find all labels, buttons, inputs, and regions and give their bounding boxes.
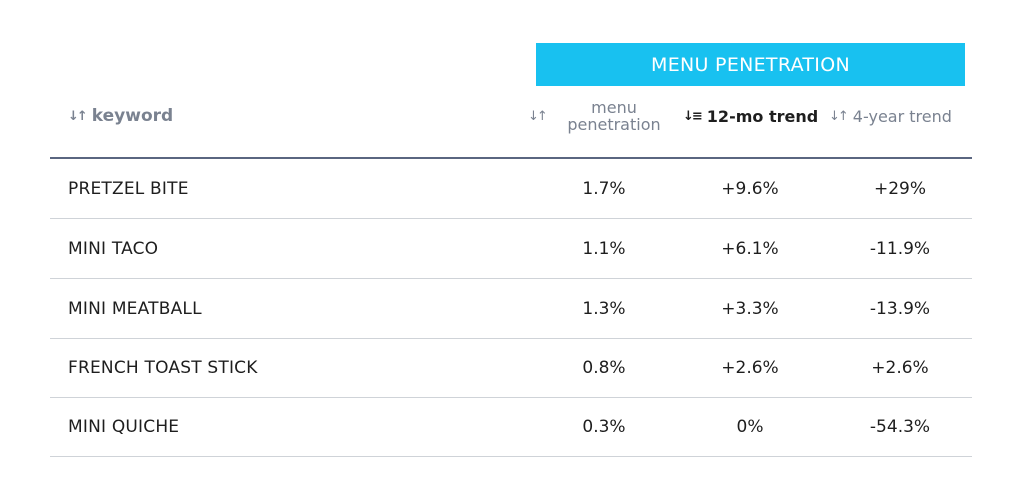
column-header-penetration[interactable]: menu penetration — [556, 96, 672, 136]
trend4-cell: +2.6% — [871, 357, 929, 378]
column-header-keyword[interactable]: ↓↑ keyword — [68, 96, 173, 136]
table-row: MINI MEATBALL 1.3% +3.3% -13.9% — [50, 279, 972, 339]
column-header-penetration-sort[interactable]: ↓↑ — [528, 96, 552, 136]
column-header-12mo-trend[interactable]: ↓≡ 12-mo trend — [683, 96, 818, 136]
trend12-cell: +2.6% — [721, 357, 779, 378]
header-divider — [50, 157, 972, 159]
trend4-cell: -13.9% — [869, 298, 931, 319]
trend12-header-label: 12-mo trend — [706, 106, 819, 126]
keyword-cell: FRENCH TOAST STICK — [68, 357, 258, 378]
column-header-4year-trend[interactable]: ↓↑ 4-year trend — [829, 96, 952, 136]
penetration-cell: 1.1% — [582, 238, 626, 259]
table-row: MINI QUICHE 0.3% 0% -54.3% — [50, 397, 972, 457]
banner-title: MENU PENETRATION — [651, 53, 850, 76]
trend12-cell: +9.6% — [721, 178, 779, 199]
trend4-header-label: 4-year trend — [852, 106, 952, 126]
trend12-cell: +6.1% — [721, 238, 779, 259]
trend4-cell: -11.9% — [869, 238, 931, 259]
penetration-header-line1: menu — [591, 98, 637, 117]
keyword-cell: MINI MEATBALL — [68, 298, 202, 319]
keyword-header-label: keyword — [91, 106, 174, 126]
penetration-cell: 1.3% — [582, 298, 626, 319]
menu-penetration-banner: MENU PENETRATION — [536, 43, 965, 86]
penetration-cell: 1.7% — [582, 178, 626, 199]
trend12-cell: 0% — [736, 416, 764, 437]
keyword-cell: MINI QUICHE — [68, 416, 180, 437]
sort-icon[interactable]: ↓↑ — [68, 108, 88, 124]
keyword-cell: MINI TACO — [68, 238, 159, 259]
table-row: PRETZEL BITE 1.7% +9.6% +29% — [50, 159, 972, 219]
penetration-header-line2: penetration — [567, 115, 661, 134]
sort-icon[interactable]: ↓↑ — [829, 108, 849, 124]
trend4-cell: -54.3% — [869, 416, 931, 437]
table-row: MINI TACO 1.1% +6.1% -11.9% — [50, 219, 972, 279]
sort-active-icon[interactable]: ↓≡ — [683, 108, 703, 124]
trend12-cell: +3.3% — [721, 298, 779, 319]
penetration-cell: 0.8% — [582, 357, 626, 378]
penetration-cell: 0.3% — [582, 416, 626, 437]
table-row: FRENCH TOAST STICK 0.8% +2.6% +2.6% — [50, 338, 972, 398]
trend4-cell: +29% — [873, 178, 927, 199]
sort-icon[interactable]: ↓↑ — [528, 108, 548, 124]
keyword-cell: PRETZEL BITE — [68, 178, 189, 199]
